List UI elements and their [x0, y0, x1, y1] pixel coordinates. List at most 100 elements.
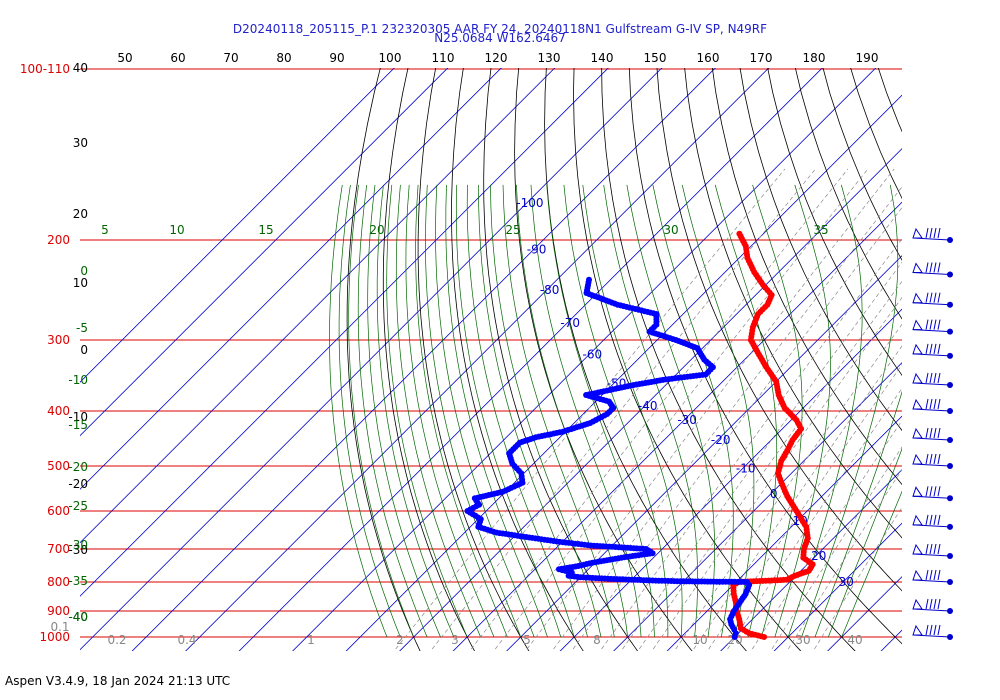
isotherm-line: [292, 68, 877, 651]
wind-barb-feather: [925, 292, 929, 303]
dry-adiabat-line: [767, 68, 902, 376]
isotherm-line: [559, 308, 902, 651]
dry-adiabat-line: [628, 68, 902, 645]
pressure-tick-label: 900: [47, 604, 70, 618]
wind-barb: [912, 569, 953, 585]
moist-adiabat-line: [329, 184, 388, 638]
dry-adiabat-line: [382, 68, 475, 651]
moist-adiabat-line: [405, 184, 495, 638]
wind-barb-feather: [925, 227, 929, 239]
dry-adiabat-line: [544, 68, 747, 651]
moist-adiabat-line: [774, 184, 831, 638]
dry-adiabat-line: [850, 68, 902, 200]
wind-barb-pennant: [912, 569, 923, 581]
wind-barb-feather: [937, 398, 941, 410]
moist-adiabat-line: [582, 184, 683, 638]
wind-barb-feather: [933, 427, 937, 439]
left-celsius-label: 30: [73, 136, 88, 150]
moist-adiabat-line: [516, 184, 629, 638]
wind-barb: [912, 514, 953, 530]
wind-barb-pennant: [912, 343, 923, 355]
chart-location: N25.0684 W162.6467: [434, 31, 566, 45]
moist-adiabat-line: [348, 184, 415, 638]
fahrenheit-tick-label: 100: [379, 51, 402, 65]
wind-barb: [912, 598, 953, 614]
wind-barb-pennant: [912, 262, 923, 273]
dry-adiabat-line: [984, 56, 1000, 660]
wind-barbs: [912, 227, 953, 640]
wind-barb: [912, 372, 953, 388]
wind-barb: [912, 227, 953, 243]
wind-barb-feather: [929, 486, 933, 497]
mixing-ratio-line: [395, 168, 786, 650]
wind-barb: [912, 427, 953, 443]
wind-barb-feather: [933, 569, 937, 581]
mixing-ratio-line: [693, 345, 902, 650]
isotherm-line: [131, 68, 716, 651]
fahrenheit-tick-label: 50: [117, 51, 132, 65]
wind-barb-feather: [933, 227, 937, 239]
wind-barb-feather: [925, 543, 929, 555]
moist-adiabat-line: [563, 184, 669, 638]
wind-barb-feather: [937, 319, 941, 330]
mixing-ratio-label: 10: [692, 633, 707, 647]
dry-adiabat-line: [656, 68, 902, 592]
isotherm-line: [452, 201, 902, 651]
left-moist-label: -15: [68, 418, 88, 432]
wind-barb-feather: [933, 598, 937, 610]
mixing-ratio-label: 3: [451, 633, 459, 647]
isotherm-line: [185, 68, 770, 651]
wind-barb-feather: [933, 486, 937, 497]
mixing-ratio-line: [653, 297, 902, 650]
fahrenheit-tick-label: 140: [591, 51, 614, 65]
wind-barb-feather: [933, 514, 937, 525]
wind-barb-feather: [937, 569, 941, 581]
mixing-ratio-line: [771, 446, 902, 650]
moist-adiabat-line: [478, 184, 588, 638]
moist-adiabat-line: [814, 390, 902, 638]
isotherm-label: -90: [527, 243, 547, 257]
wind-barb-pennant: [912, 486, 923, 497]
mixing-ratio-label: 0.2: [107, 633, 126, 647]
wind-barb: [912, 486, 953, 502]
moist-adiabat-line: [395, 184, 481, 638]
wind-barb-feather: [937, 543, 941, 555]
fahrenheit-tick-label: 110: [432, 51, 455, 65]
wind-barb-pennant: [912, 427, 923, 439]
temperature-point: [736, 230, 743, 237]
left-celsius-label: -10: [68, 410, 88, 424]
left-moist-label: -10: [68, 373, 88, 387]
moist-adiabat-line: [338, 184, 401, 638]
wind-barb-feather: [929, 398, 933, 410]
wind-barb-feather: [929, 514, 933, 525]
wind-barb-feather: [933, 543, 937, 555]
dry-adiabat-line: [417, 68, 530, 651]
moist-adiabat-line: [376, 184, 455, 638]
wind-barb-feather: [933, 398, 937, 410]
left-celsius-label: -40: [68, 610, 88, 624]
moist-adiabat-line: [502, 184, 615, 638]
wind-barb-feather: [925, 569, 929, 581]
wind-barb-feather: [937, 227, 941, 239]
wind-barb-feather: [933, 262, 937, 273]
wind-barb-pennant: [912, 398, 923, 410]
dry-adiabat-line: [739, 68, 902, 432]
wind-barb-pennant: [912, 543, 923, 555]
pressure-tick-label: 600: [47, 504, 70, 518]
wind-barb-pennant: [912, 598, 923, 610]
wind-barb-feather: [937, 343, 941, 354]
wind-barb-feather: [925, 486, 929, 497]
moist-adiabat-line: [386, 184, 468, 638]
wind-barb-feather: [937, 453, 941, 465]
dry-adiabat-line: [794, 68, 902, 320]
wind-barb-feather: [925, 343, 929, 354]
wind-barb-feather: [925, 398, 929, 410]
isotherm-line: [613, 362, 902, 651]
mixing-ratio-line: [814, 506, 902, 650]
left-celsius-label: 40: [73, 61, 88, 75]
fahrenheit-tick-label: 180: [803, 51, 826, 65]
wind-barb: [912, 624, 953, 640]
wind-barb-feather: [929, 453, 933, 465]
wind-barb-feather: [933, 372, 937, 384]
